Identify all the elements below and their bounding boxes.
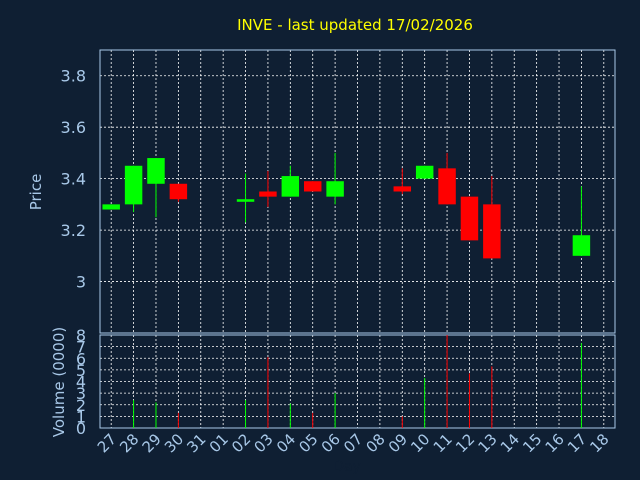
price-panel-frame	[99, 49, 616, 334]
candle-body	[102, 204, 120, 210]
price-tick-label: 3.4	[61, 170, 86, 189]
candle-body	[460, 196, 479, 241]
volume-panel-frame	[99, 334, 616, 429]
price-axis-label: Price	[27, 174, 45, 211]
volume-axis-label: Volume (0000)	[50, 327, 68, 437]
candle	[169, 183, 188, 202]
volume-tick-label: 0	[76, 419, 86, 438]
candle	[124, 165, 143, 213]
candle	[438, 152, 456, 205]
candle	[415, 165, 434, 179]
candle-body	[393, 186, 412, 192]
volume-bar-series	[133, 335, 582, 428]
candle	[460, 196, 479, 241]
volume-tick-label: 1	[76, 407, 86, 426]
candle	[572, 186, 591, 256]
price-tick-label: 3.8	[61, 67, 86, 86]
candle	[236, 173, 255, 223]
price-y-axis: 3.8 3.6 3.4 3.2 3	[61, 67, 86, 292]
candle-body	[259, 191, 277, 197]
candle	[326, 152, 344, 205]
volume-tick-label: 5	[76, 361, 86, 380]
price-tick-label: 3.6	[61, 118, 86, 137]
volume-tick-label: 2	[76, 396, 86, 415]
candle	[281, 165, 300, 197]
price-tick-label: 3.2	[61, 221, 86, 240]
candle-body	[415, 165, 434, 179]
candle-body	[147, 158, 165, 184]
candle	[102, 204, 120, 210]
volume-tick-label: 7	[76, 338, 86, 357]
day-axis-label: Day	[333, 459, 361, 475]
volume-tick-label: 3	[76, 384, 86, 403]
candle	[303, 181, 322, 192]
candle-body	[572, 235, 591, 256]
candlestick-series	[102, 152, 591, 259]
candle-body	[438, 168, 456, 205]
candle-body	[483, 204, 501, 259]
candle-body	[326, 181, 344, 197]
volume-tick-label: 6	[76, 349, 86, 368]
chart-title: INVE - last updated 17/02/2026	[237, 16, 473, 34]
candle-body	[169, 183, 188, 200]
candle	[483, 176, 501, 259]
candle-body	[236, 199, 255, 202]
candle-body	[124, 165, 143, 205]
volume-tick-label: 4	[76, 373, 86, 392]
candle	[259, 170, 277, 207]
price-tick-label: 3	[76, 273, 86, 292]
candle-body	[281, 176, 300, 197]
volume-tick-label: 8	[76, 326, 86, 345]
candle	[147, 158, 165, 218]
candle	[393, 168, 412, 195]
day-x-axis: 2728293031010203040506070809101112131415…	[94, 430, 613, 456]
candle-body	[303, 181, 322, 192]
